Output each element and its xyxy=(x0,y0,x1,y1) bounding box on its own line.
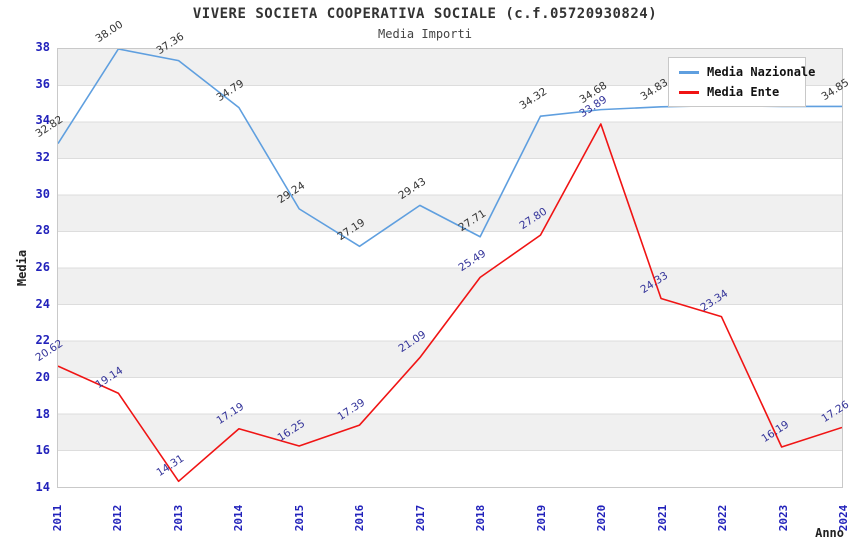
y-tick-label: 14 xyxy=(35,480,50,494)
data-label-media-ente: 23.34 xyxy=(698,287,731,314)
grid-band xyxy=(58,195,842,232)
data-label-media-ente: 17.39 xyxy=(335,396,368,423)
line-swatch-nazionale-icon xyxy=(679,70,699,74)
data-label-media-nazionale: 34.83 xyxy=(638,76,670,104)
legend-item-media-nazionale: Media Nazionale xyxy=(679,65,815,79)
data-labels-layer: 32.82 38.00 37.36 34.79 29.24 27.19 29.43 27.71… xyxy=(33,19,850,488)
y-tick-label: 28 xyxy=(35,223,50,238)
data-label-media-ente: 25.49 xyxy=(456,247,489,275)
legend-item-media-ente: Media Ente xyxy=(679,85,795,99)
data-label-media-nazionale: 27.71 xyxy=(456,207,489,234)
data-label-media-nazionale: 27.19 xyxy=(335,216,368,244)
x-tick-label: 2016 xyxy=(353,504,367,532)
y-tick-label: 26 xyxy=(35,260,50,274)
x-tick-label: 2012 xyxy=(111,504,125,532)
y-tick-label: 20 xyxy=(35,370,50,384)
chart-title: VIVERE SOCIETA COOPERATIVA SOCIALE (c.f.… xyxy=(192,6,658,22)
data-label-media-nazionale: 29.43 xyxy=(396,175,428,203)
y-tick-label: 24 xyxy=(35,296,50,311)
grid-band xyxy=(58,122,842,159)
plot-area xyxy=(57,48,843,488)
x-tick-label: 2020 xyxy=(595,504,609,532)
series-line-media-ente xyxy=(58,123,842,483)
y-tick-label: 18 xyxy=(35,406,50,421)
chart-subtitle: Media Importi xyxy=(378,27,472,41)
data-label-media-ente: 14.31 xyxy=(154,452,187,480)
x-tick-label: 2019 xyxy=(534,504,548,532)
line-swatch-ente-icon xyxy=(679,90,699,94)
data-label-media-nazionale: 29.24 xyxy=(275,179,308,206)
x-tick-label: 2023 xyxy=(776,504,790,532)
plot-svg xyxy=(58,49,842,483)
data-label-media-ente: 24.33 xyxy=(638,269,670,296)
data-label-media-ente: 16.25 xyxy=(275,417,308,444)
data-label-media-ente: 21.09 xyxy=(396,328,428,356)
x-tick-label: 2021 xyxy=(655,504,669,532)
y-tick-label: 38 xyxy=(35,40,50,54)
data-label-media-nazionale: 34.32 xyxy=(517,86,549,113)
grid-band xyxy=(58,268,842,305)
y-tick-label: 30 xyxy=(35,186,50,201)
x-tick-label: 2022 xyxy=(716,504,730,532)
x-axis-title: Anno xyxy=(815,526,844,540)
x-tick-label: 2011 xyxy=(51,504,64,532)
x-tick-label: 2018 xyxy=(474,504,488,532)
data-label-media-ente: 16.19 xyxy=(758,418,791,445)
y-tick-label: 32 xyxy=(35,150,50,164)
data-label-media-nazionale: 34.79 xyxy=(214,77,247,104)
x-tick-label: 2024 xyxy=(837,504,850,532)
grid-band xyxy=(58,414,842,451)
x-tick-label: 2015 xyxy=(292,504,306,532)
x-tick-label: 2013 xyxy=(171,504,185,532)
data-label-media-ente: 27.80 xyxy=(517,205,549,232)
legend-label: Media Nazionale xyxy=(707,65,816,79)
y-tick-label: 36 xyxy=(35,76,50,91)
data-label-media-ente: 17.26 xyxy=(819,398,850,426)
y-tick-label: 16 xyxy=(35,443,50,458)
data-label-media-ente: 19.14 xyxy=(93,364,126,391)
legend-label: Media Ente xyxy=(707,85,780,99)
x-tick-label: 2014 xyxy=(232,504,246,532)
data-label-media-ente: 17.19 xyxy=(214,400,247,427)
y-tick-label: 22 xyxy=(35,333,50,348)
legend: Media Nazionale Media Ente xyxy=(668,57,815,107)
y-tick-label: 34 xyxy=(35,113,50,128)
x-tick-label: 2017 xyxy=(413,504,427,532)
data-label-media-nazionale: 34.85 xyxy=(819,76,850,103)
grid-band xyxy=(58,341,842,378)
